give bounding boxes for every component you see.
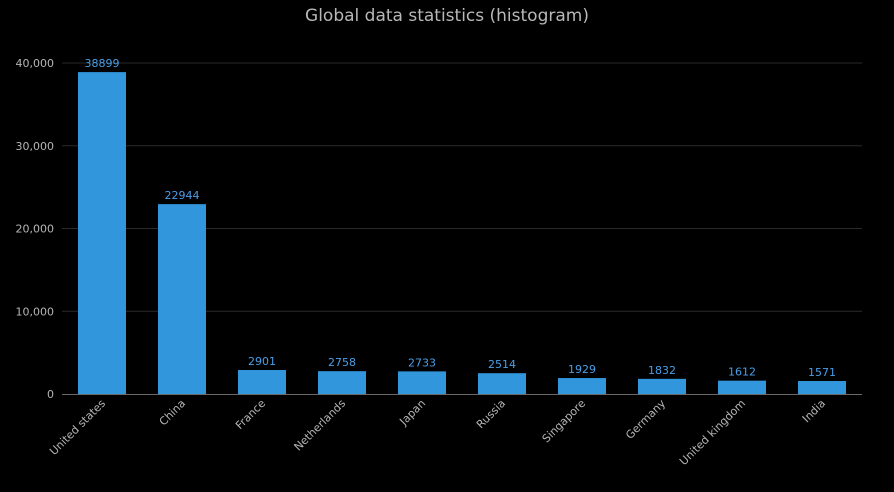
x-tick-label: Russia [474, 397, 508, 431]
x-tick-label: Japan [397, 397, 429, 429]
bar [478, 373, 526, 394]
bar [558, 378, 606, 394]
bar [318, 371, 366, 394]
y-tick-label: 20,000 [16, 223, 55, 236]
bar [718, 380, 766, 394]
x-tick-label: Netherlands [292, 397, 349, 454]
x-axis-ticks: United states China France Netherlands Japan… [47, 397, 828, 468]
bars [78, 72, 846, 394]
y-axis-ticks: 0 10,000 20,000 30,000 40,000 [16, 57, 55, 401]
bar [398, 371, 446, 394]
bar-value-label: 1571 [808, 366, 836, 379]
bar-value-label: 1929 [568, 363, 596, 376]
bar-value-label: 2758 [328, 356, 356, 369]
y-tick-label: 0 [47, 388, 54, 401]
bar [238, 369, 286, 394]
bar [798, 380, 846, 394]
x-tick-label: Germany [623, 397, 668, 442]
bar-value-label: 2901 [248, 355, 276, 368]
bar-value-label: 22944 [165, 189, 200, 202]
x-tick-label: United states [47, 397, 108, 458]
x-tick-label: United kingdom [677, 397, 748, 468]
bar-value-label: 1612 [728, 366, 756, 379]
data-labels: 38899 22944 2901 2758 2733 2514 1929 1832 1612 15… [85, 57, 837, 379]
y-tick-label: 30,000 [16, 140, 55, 153]
bar [158, 204, 206, 394]
x-tick-label: China [157, 397, 188, 428]
bar-value-label: 2514 [488, 358, 516, 371]
bar [78, 72, 126, 394]
bar-value-label: 2733 [408, 356, 436, 369]
bar [638, 378, 686, 394]
x-tick-label: India [800, 397, 828, 425]
y-tick-label: 40,000 [16, 57, 55, 70]
chart-title: Global data statistics (histogram) [305, 6, 589, 26]
x-tick-label: Singapore [540, 397, 589, 446]
bar-value-label: 38899 [85, 57, 120, 70]
y-tick-label: 10,000 [16, 305, 55, 318]
x-tick-label: France [233, 397, 268, 432]
bar-value-label: 1832 [648, 364, 676, 377]
